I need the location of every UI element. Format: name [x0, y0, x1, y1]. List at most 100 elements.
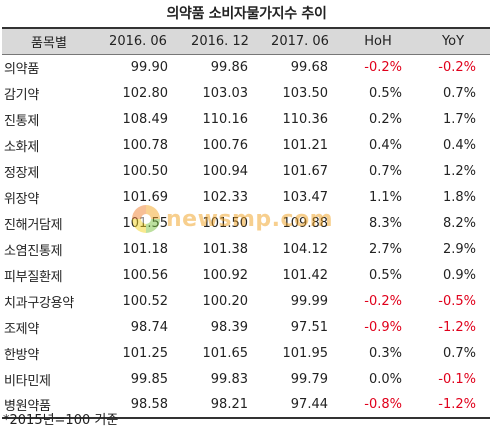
value-hoh: 0.5% [368, 267, 402, 283]
value-2017-06: 104.12 [282, 241, 329, 257]
value-hoh: 8.3% [368, 215, 402, 231]
row-name: 소염진통제 [4, 243, 63, 259]
value-hoh: -0.9% [364, 319, 402, 335]
value-2016-06: 102.80 [122, 85, 169, 101]
value-2017-06: 97.44 [260, 392, 340, 419]
table-row: 치과구강용약 100.52 100.20 99.99 -0.2% -0.5% [2, 288, 490, 314]
value-2016-06: 100.78 [122, 137, 169, 153]
value-2017-06: 103.50 [282, 85, 329, 101]
row-name: 감기약 [4, 87, 39, 103]
table-title: 의약품 소비자물가지수 추이 [166, 6, 327, 22]
table-row: 감기약 102.80 103.03 103.50 0.5% 0.7% [2, 80, 490, 106]
row-name: 소화제 [4, 139, 39, 155]
value-hoh: -0.2% [364, 59, 402, 75]
row-name: 의약품 [4, 61, 39, 77]
value-hoh: 0.5% [368, 85, 402, 101]
value-2016-12: 100.92 [202, 267, 249, 283]
value-2017-06: 101.95 [282, 345, 329, 361]
value-2016-12: 98.39 [210, 319, 248, 335]
table-row: 한방약 101.25 101.65 101.95 0.3% 0.7% [2, 340, 490, 366]
value-2017-06: 109.88 [282, 215, 329, 231]
value-2016-06: 101.25 [122, 345, 169, 361]
value-yoy: -0.5% [438, 293, 476, 309]
value-yoy: -1.2% [438, 319, 476, 335]
table-row: 진해거담제 101.55 101.50 109.88 8.3% 8.2% [2, 210, 490, 236]
table-row: 조제약 98.74 98.39 97.51 -0.9% -1.2% [2, 314, 490, 340]
header-2016-06: 2016. 06 [96, 27, 180, 55]
table-row: 소화제 100.78 100.76 101.21 0.4% 0.4% [2, 132, 490, 158]
value-2016-12: 101.65 [202, 345, 249, 361]
value-hoh: 0.2% [368, 111, 402, 127]
value-2016-12: 102.33 [202, 189, 249, 205]
row-name: 정장제 [4, 165, 39, 181]
value-yoy: 1.7% [442, 111, 476, 127]
value-2017-06: 101.42 [282, 267, 329, 283]
price-index-table: 품목별 2016. 06 2016. 12 2017. 06 HoH YoY 의… [2, 27, 490, 419]
value-2016-06: 101.55 [122, 215, 169, 231]
value-yoy: 8.2% [442, 215, 476, 231]
value-2016-12: 99.83 [210, 371, 248, 387]
value-2016-12: 110.16 [202, 111, 249, 127]
value-2017-06: 101.67 [282, 163, 329, 179]
table-row: 위장약 101.69 102.33 103.47 1.1% 1.8% [2, 184, 490, 210]
header-2017-06: 2017. 06 [260, 27, 340, 55]
table-header-row: 품목별 2016. 06 2016. 12 2017. 06 HoH YoY [2, 27, 490, 55]
value-2017-06: 97.51 [290, 319, 328, 335]
value-yoy: 1.2% [442, 163, 476, 179]
value-hoh: 2.7% [368, 241, 402, 257]
value-hoh: 1.1% [368, 189, 402, 205]
value-yoy: -1.2% [416, 392, 490, 419]
table-row: 진통제 108.49 110.16 110.36 0.2% 1.7% [2, 106, 490, 132]
value-hoh: -0.8% [340, 392, 416, 419]
footnote: *2015년=100 기준 [3, 413, 119, 428]
value-2016-12: 101.50 [202, 215, 249, 231]
value-2016-12: 100.94 [202, 163, 249, 179]
table-row: 피부질환제 100.56 100.92 101.42 0.5% 0.9% [2, 262, 490, 288]
value-2016-06: 99.85 [130, 371, 168, 387]
table-row: 의약품 99.90 99.86 99.68 -0.2% -0.2% [2, 54, 490, 80]
value-2016-12: 100.20 [202, 293, 249, 309]
value-2016-12: 99.86 [210, 59, 248, 75]
value-2017-06: 99.68 [290, 59, 328, 75]
row-name: 치과구강용약 [4, 295, 74, 311]
value-yoy: 0.9% [442, 267, 476, 283]
header-item: 품목별 [2, 27, 96, 55]
value-2016-06: 108.49 [122, 111, 169, 127]
row-name: 병원약품 [2, 392, 96, 419]
value-2016-12: 101.38 [202, 241, 249, 257]
value-yoy: 1.8% [442, 189, 476, 205]
value-yoy: -0.1% [438, 371, 476, 387]
table-body: 의약품 99.90 99.86 99.68 -0.2% -0.2% 감기약 102.80 103… [2, 54, 490, 419]
value-hoh: 0.4% [368, 137, 402, 153]
value-2016-06: 98.58 [96, 392, 180, 419]
value-yoy: 0.7% [442, 345, 476, 361]
value-hoh: 0.3% [368, 345, 402, 361]
value-2016-12: 103.03 [202, 85, 249, 101]
table-row: 정장제 100.50 100.94 101.67 0.7% 1.2% [2, 158, 490, 184]
value-hoh: -0.2% [364, 293, 402, 309]
value-2016-06: 100.56 [122, 267, 169, 283]
value-2017-06: 99.99 [290, 293, 328, 309]
value-yoy: 0.7% [442, 85, 476, 101]
value-2017-06: 110.36 [282, 111, 329, 127]
header-hoh: HoH [340, 27, 416, 55]
header-2016-12: 2016. 12 [180, 27, 260, 55]
table-row: 비타민제 99.85 99.83 99.79 0.0% -0.1% [2, 366, 490, 392]
value-yoy: 0.4% [442, 137, 476, 153]
row-name: 진통제 [4, 113, 39, 129]
row-name: 한방약 [4, 347, 39, 363]
value-hoh: 0.7% [368, 163, 402, 179]
row-name: 위장약 [4, 191, 39, 207]
row-name: 피부질환제 [4, 269, 63, 285]
value-2016-06: 101.18 [122, 241, 169, 257]
value-2016-12: 98.21 [180, 392, 260, 419]
row-name: 진해거담제 [4, 217, 63, 233]
row-name: 조제약 [4, 321, 39, 337]
value-2016-06: 100.52 [122, 293, 169, 309]
value-2017-06: 101.21 [282, 137, 329, 153]
value-yoy: 2.9% [442, 241, 476, 257]
value-hoh: 0.0% [368, 371, 402, 387]
table-row: 소염진통제 101.18 101.38 104.12 2.7% 2.9% [2, 236, 490, 262]
header-yoy: YoY [416, 27, 490, 55]
row-name: 비타민제 [4, 373, 51, 389]
